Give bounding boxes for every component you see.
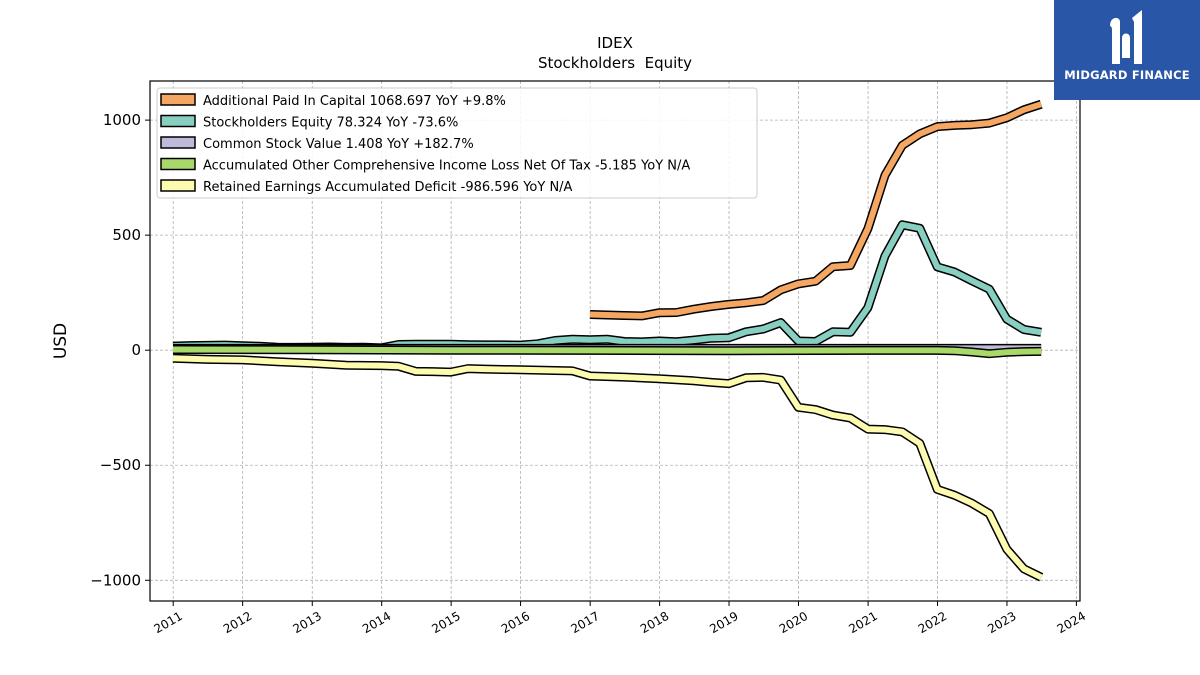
series-4 xyxy=(172,353,1044,582)
y-tick-label: 500 xyxy=(112,226,141,244)
chart-title: IDEX xyxy=(597,34,633,52)
x-tick-label: 2024 xyxy=(1055,609,1088,636)
series-1 xyxy=(172,220,1042,353)
series-line-outline xyxy=(172,220,1042,353)
series-line-outline xyxy=(172,353,1044,582)
y-tick-label: 0 xyxy=(131,341,141,359)
brand-name: MIDGARD FINANCE xyxy=(1064,68,1190,82)
brand-mark-icon xyxy=(1110,10,1142,64)
y-tick-label: 1000 xyxy=(103,111,141,129)
series-layer xyxy=(172,99,1044,582)
x-tick-label: 2013 xyxy=(291,609,324,636)
series-3 xyxy=(172,345,1042,359)
series-line xyxy=(172,355,1043,580)
legend-swatch xyxy=(160,93,196,106)
brand-logo: MIDGARD FINANCE xyxy=(1054,0,1200,100)
y-tick-label: −500 xyxy=(100,456,141,474)
series-line xyxy=(172,221,1042,351)
legend-label: Common Stock Value 1.408 YoY +182.7% xyxy=(203,137,474,152)
chart-subtitle: Stockholders Equity xyxy=(538,54,692,72)
series-line xyxy=(172,346,1042,357)
plot-frame xyxy=(149,80,1081,602)
x-tick-label: 2015 xyxy=(429,609,462,636)
legend-label: Accumulated Other Comprehensive Income L… xyxy=(203,159,690,174)
legend[interactable]: Additional Paid In Capital 1068.697 YoY … xyxy=(156,87,758,199)
legend-swatch xyxy=(160,157,196,171)
legend-label: Retained Earnings Accumulated Deficit -9… xyxy=(203,180,573,195)
series-0 xyxy=(589,99,1043,321)
x-tick-label: 2016 xyxy=(499,609,532,636)
x-tick-label: 2014 xyxy=(360,609,393,636)
x-tick-label: 2017 xyxy=(568,609,601,636)
legend-box xyxy=(156,87,758,199)
x-tick-label: 2019 xyxy=(707,609,740,636)
x-tick-label: 2012 xyxy=(221,609,254,636)
x-tick-label: 2011 xyxy=(151,609,184,636)
legend-swatch xyxy=(160,114,196,128)
x-tick-label: 2023 xyxy=(985,609,1018,636)
legend-swatch xyxy=(160,136,196,149)
legend-label: Stockholders Equity 78.324 YoY -73.6% xyxy=(203,116,458,131)
y-axis-label: USD xyxy=(51,323,71,359)
x-tick-label: 2021 xyxy=(846,609,879,636)
series-line xyxy=(589,101,1043,319)
y-tick-label: −1000 xyxy=(90,571,141,589)
legend-swatch xyxy=(160,179,196,192)
x-tick-label: 2020 xyxy=(777,609,810,636)
legend-label: Additional Paid In Capital 1068.697 YoY … xyxy=(203,94,506,109)
x-tick-label: 2018 xyxy=(638,609,671,636)
x-tick-label: 2022 xyxy=(916,609,949,636)
